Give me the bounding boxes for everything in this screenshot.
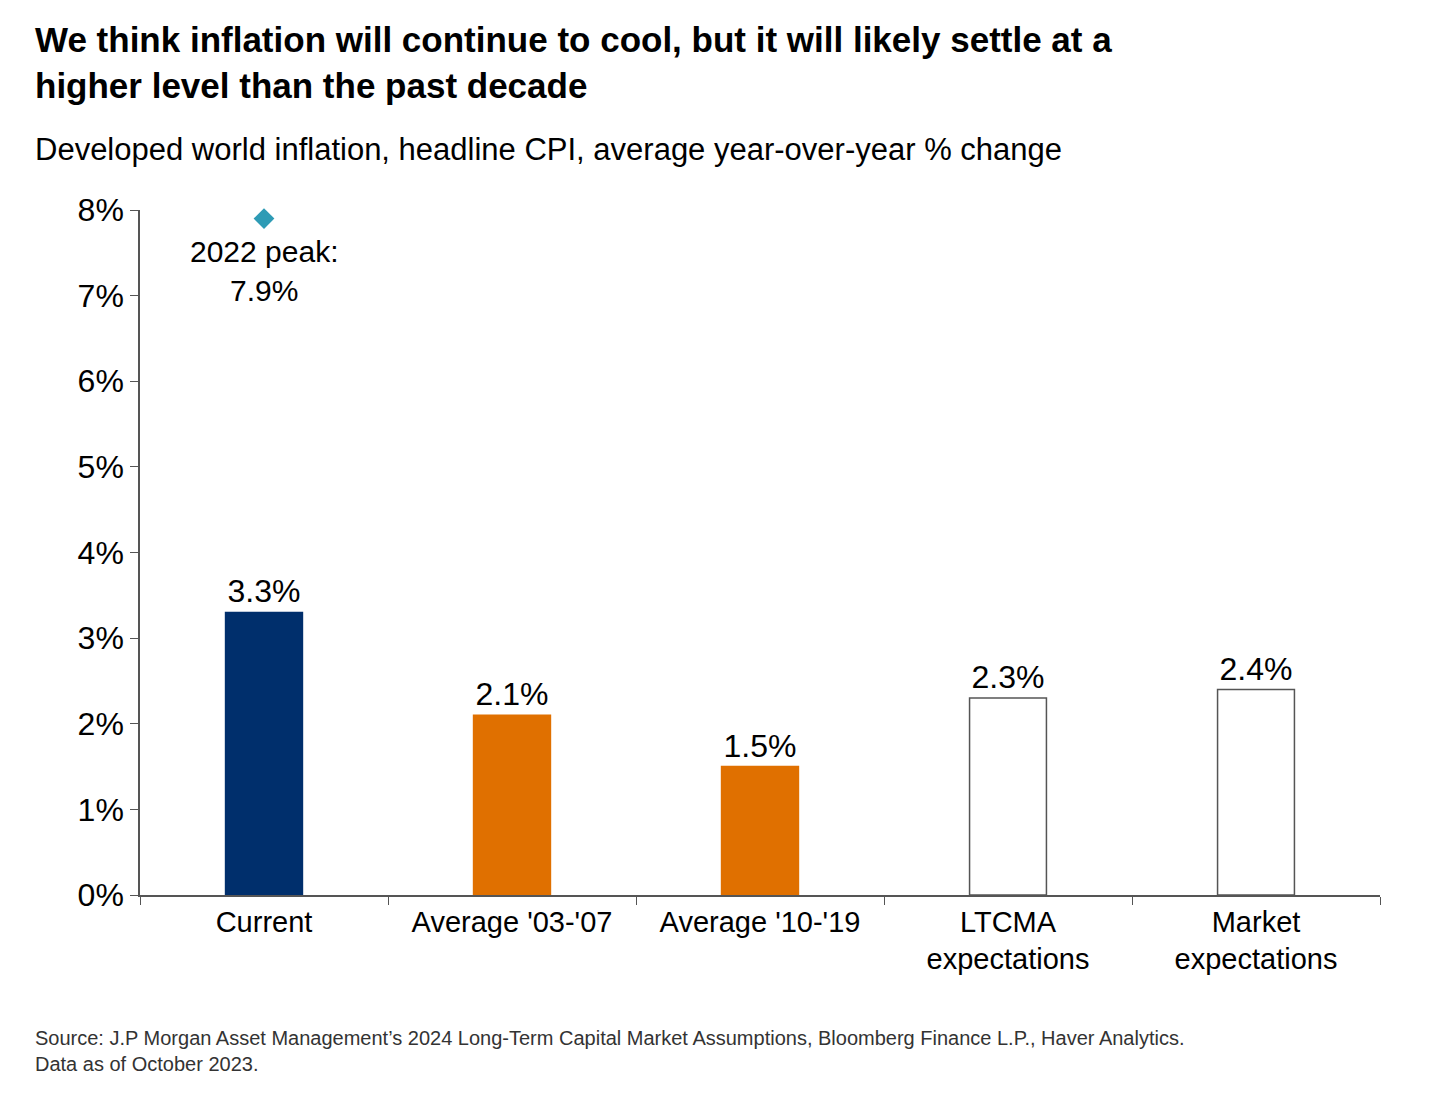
svg-text:2.3%: 2.3% (972, 659, 1045, 695)
svg-text:We think inflation will contin: We think inflation will continue to cool… (35, 20, 1112, 105)
svg-text:3%: 3% (78, 620, 124, 656)
svg-text:2.1%: 2.1% (476, 676, 549, 712)
svg-text:Average '10-'19: Average '10-'19 (660, 906, 861, 938)
svg-text:8%: 8% (78, 192, 124, 228)
svg-text:Average '03-'07: Average '03-'07 (412, 906, 613, 938)
svg-text:Marketexpectations: Marketexpectations (1175, 906, 1338, 976)
svg-text:2.4%: 2.4% (1220, 651, 1293, 687)
svg-text:5%: 5% (78, 449, 124, 485)
svg-text:0%: 0% (78, 877, 124, 913)
svg-text:LTCMAexpectations: LTCMAexpectations (927, 906, 1090, 976)
svg-text:7%: 7% (78, 278, 124, 314)
svg-text:6%: 6% (78, 363, 124, 399)
svg-text:2%: 2% (78, 706, 124, 742)
svg-text:1%: 1% (78, 792, 124, 828)
svg-text:Source: J.P Morgan Asset Manag: Source: J.P Morgan Asset Management’s 20… (35, 1027, 1184, 1075)
svg-text:Current: Current (216, 906, 313, 938)
svg-text:2022 peak:7.9%: 2022 peak:7.9% (190, 235, 338, 307)
svg-text:3.3%: 3.3% (228, 573, 301, 609)
svg-text:1.5%: 1.5% (724, 728, 797, 764)
svg-text:4%: 4% (78, 535, 124, 571)
svg-text:Developed world inflation, hea: Developed world inflation, headline CPI,… (35, 132, 1062, 167)
